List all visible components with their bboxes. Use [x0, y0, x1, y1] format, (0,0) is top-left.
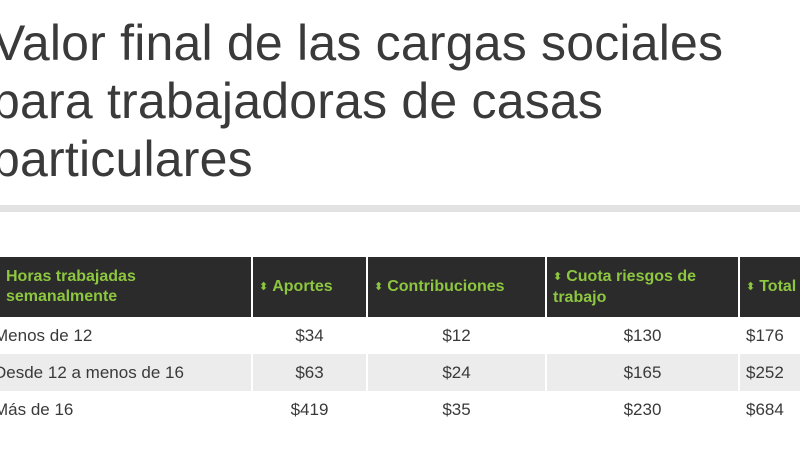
title-line-1: Valor final de las cargas sociales	[0, 15, 724, 71]
table-cell: Más de 16	[0, 391, 253, 428]
table-row: Menos de 12 $34 $12 $130 $176	[0, 317, 800, 354]
table-cell: $165	[546, 354, 740, 391]
page-title: Valor final de las cargas sociales para …	[0, 14, 800, 188]
contributions-table: Horas trabajadas semanalmente ⬍ Aportes ⬍…	[0, 257, 800, 428]
table-row: Más de 16 $419 $35 $230 $684	[0, 391, 800, 428]
header-label: Total	[759, 277, 797, 295]
sort-icon: ⬍	[553, 270, 563, 283]
column-header-horas[interactable]: Horas trabajadas semanalmente	[0, 257, 253, 317]
header-label: Contribuciones	[387, 277, 505, 295]
table-cell: $252	[739, 354, 800, 391]
table-cell: $176	[739, 317, 800, 354]
column-header-total[interactable]: ⬍ Total	[739, 257, 800, 317]
table-cell: $24	[367, 354, 547, 391]
title-divider	[0, 205, 800, 212]
table-cell: Menos de 12	[0, 317, 253, 354]
header-label: Horas trabajadas semanalmente	[6, 268, 136, 305]
table-cell: $12	[367, 317, 547, 354]
table-cell: Desde 12 a menos de 16	[0, 354, 253, 391]
column-header-contribuciones[interactable]: ⬍ Contribuciones	[367, 257, 547, 317]
table-cell: $34	[252, 317, 368, 354]
header-label: Aportes	[272, 277, 333, 295]
table-cell: $63	[252, 354, 368, 391]
header-label: Cuota riesgos de trabajo	[553, 267, 697, 306]
table-cell: $230	[546, 391, 740, 428]
title-line-3: particulares	[0, 131, 253, 187]
sort-icon: ⬍	[374, 280, 384, 293]
table-cell: $684	[739, 391, 800, 428]
table-cell: $419	[252, 391, 368, 428]
table-cell: $130	[546, 317, 740, 354]
column-header-aportes[interactable]: ⬍ Aportes	[252, 257, 368, 317]
column-header-cuota-riesgos[interactable]: ⬍ Cuota riesgos de trabajo	[546, 257, 740, 317]
table-cell: $35	[367, 391, 547, 428]
sort-icon: ⬍	[259, 280, 269, 293]
table-row: Desde 12 a menos de 16 $63 $24 $165 $252	[0, 354, 800, 391]
table-header-row: Horas trabajadas semanalmente ⬍ Aportes ⬍…	[0, 257, 800, 317]
sort-icon: ⬍	[746, 280, 756, 293]
title-line-2: para trabajadoras de casas	[0, 73, 604, 129]
